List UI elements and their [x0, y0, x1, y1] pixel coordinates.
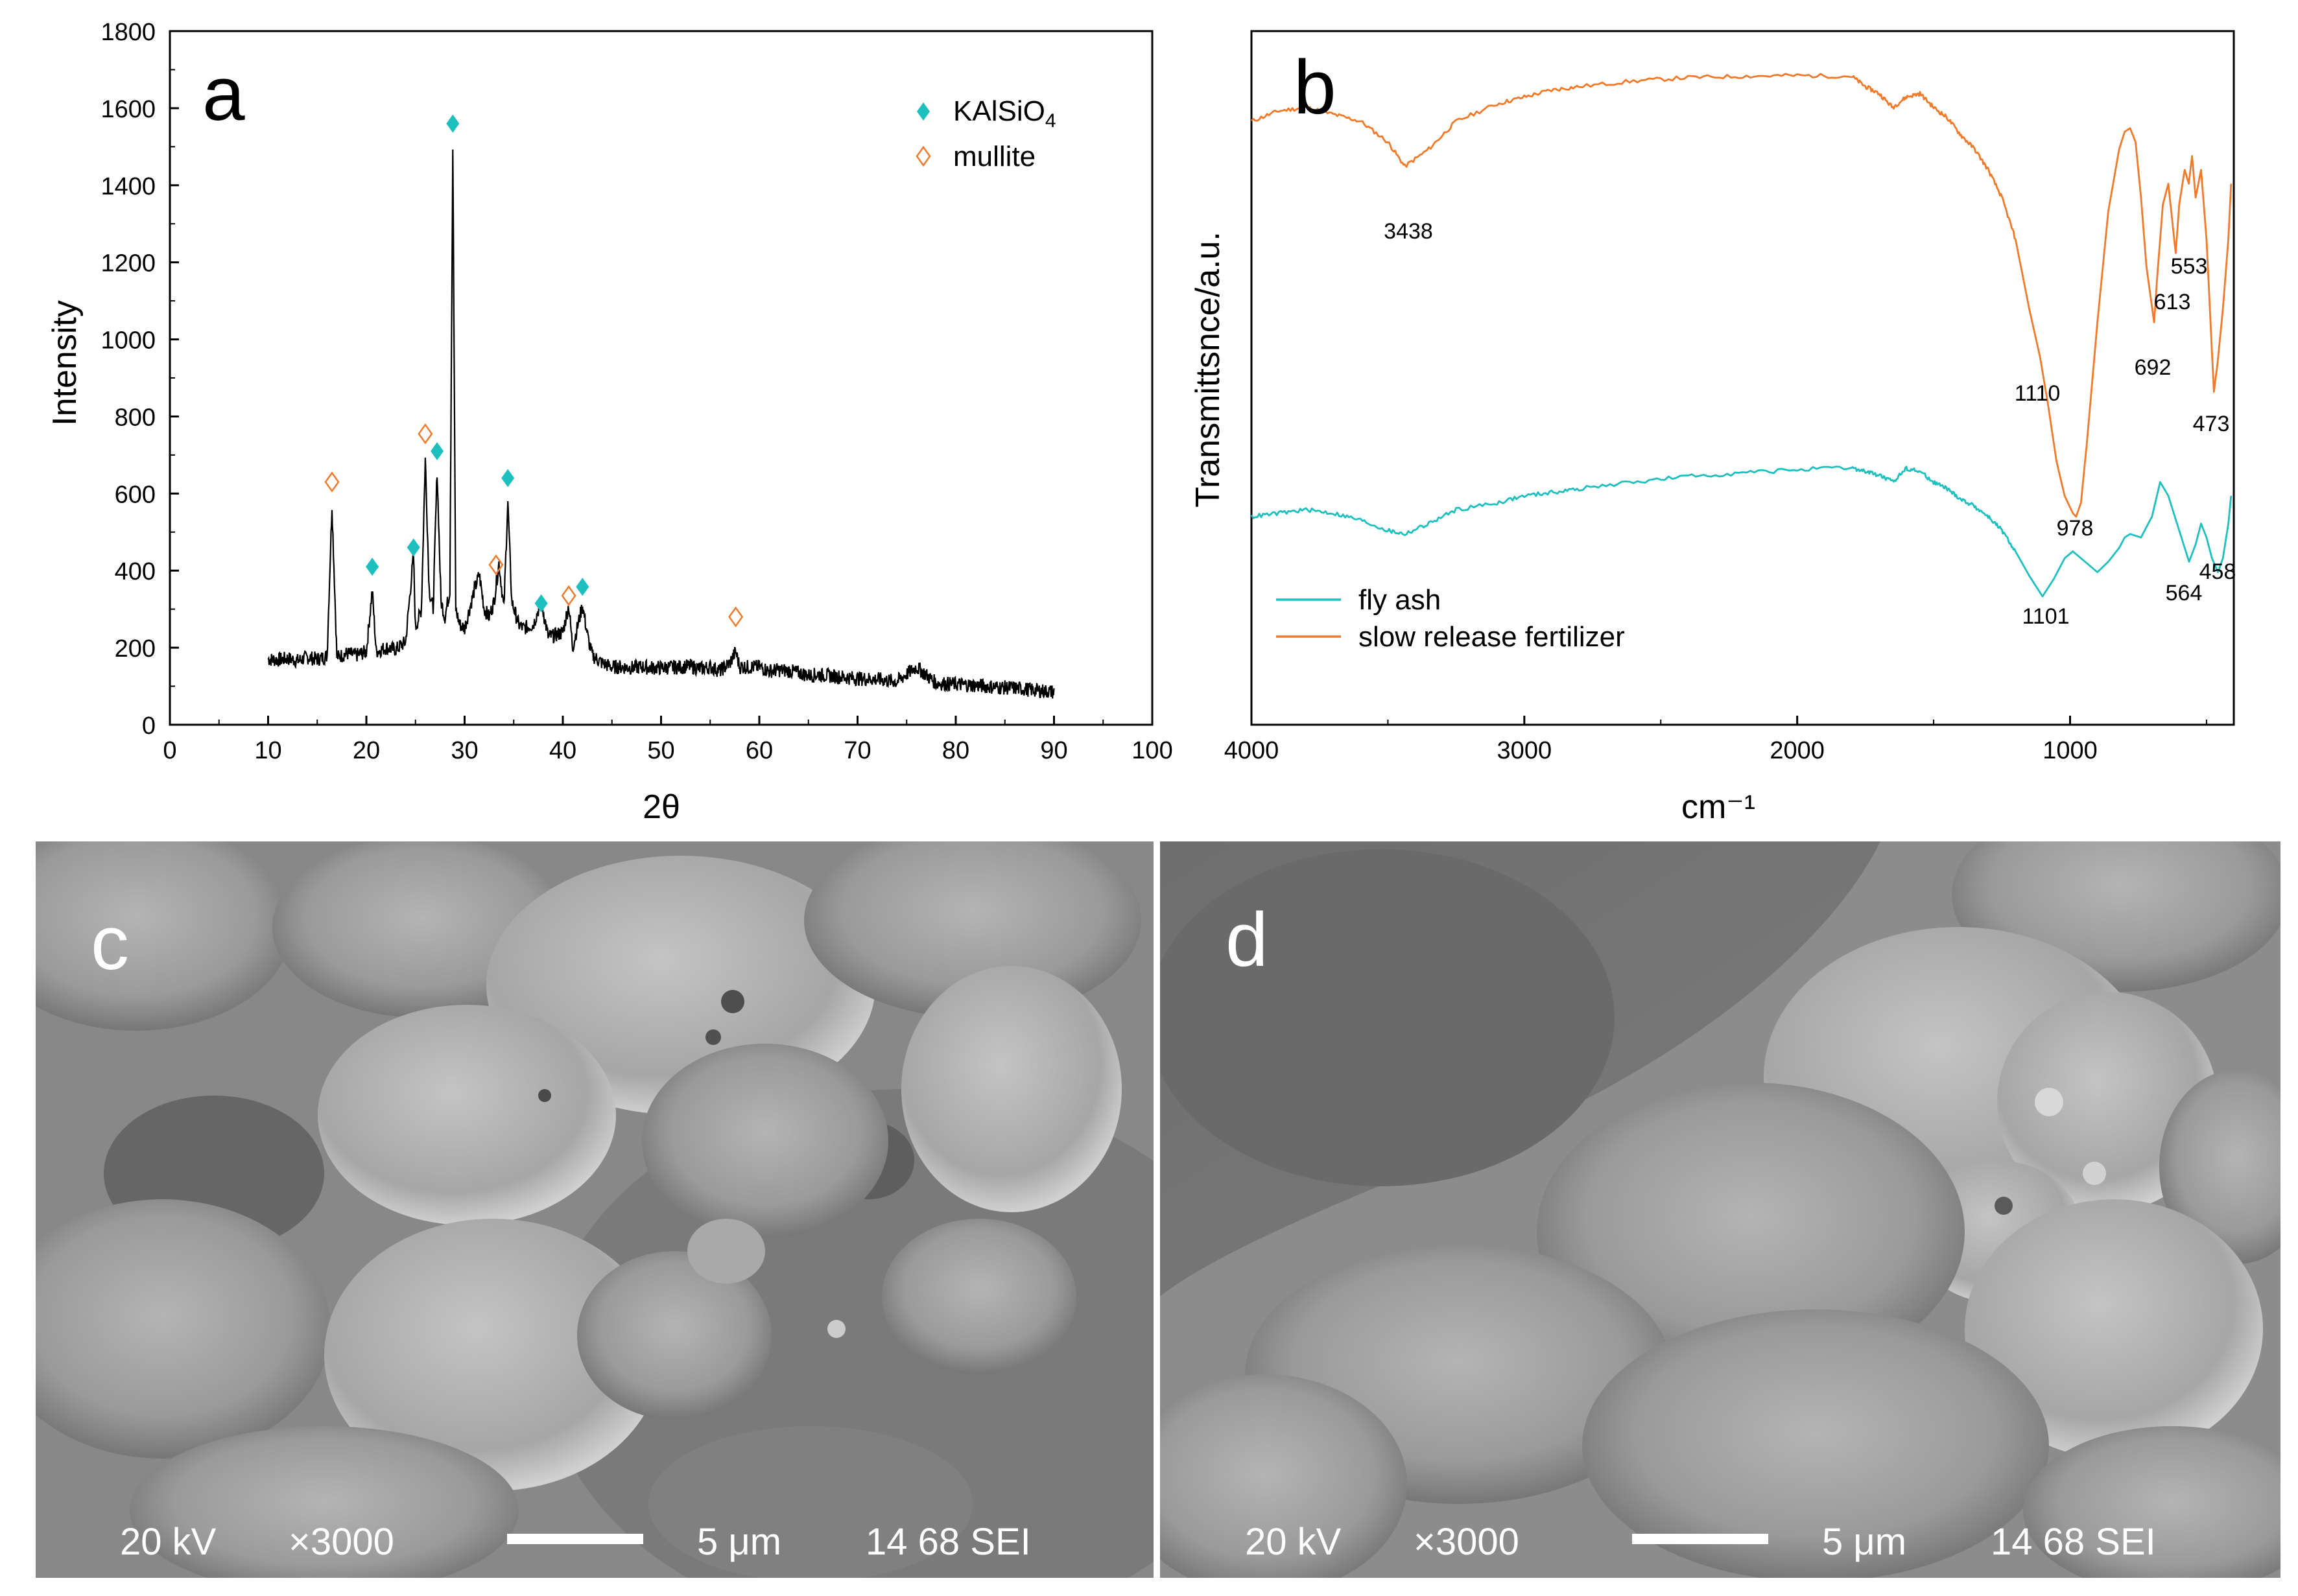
- ftir-x-tick-label: 1000: [2043, 737, 2098, 764]
- peak-label-564: 564: [2166, 581, 2203, 605]
- xrd-plot-frame: [169, 30, 1154, 726]
- panel-label-b: b: [1294, 45, 1336, 130]
- xrd-x-tick-label: 70: [844, 737, 871, 764]
- xrd-x-tick-label: 40: [549, 737, 576, 764]
- sem-c-voltage: 20 kV: [120, 1521, 217, 1563]
- peak-label-613: 613: [2154, 290, 2191, 314]
- ftir-series-line: [1251, 73, 2233, 518]
- ftir-peak-annotations: 3438 1110 978 692 613 553 473 1101 564 4…: [1384, 219, 2236, 629]
- ftir-series: [1250, 73, 2233, 598]
- kalsio4-peak-marker: [576, 578, 589, 596]
- sem-d-info-bar: 20 kV ×3000 5 μm 14 68 SEI: [1245, 1521, 2156, 1563]
- ftir-legend: fly ash slow release fertilizer: [1276, 584, 1625, 653]
- xrd-x-tick-label: 0: [163, 737, 176, 764]
- kalsio4-peak-marker: [366, 557, 379, 576]
- peak-label-692: 692: [2135, 355, 2172, 380]
- kalsio4-peak-marker: [431, 441, 444, 460]
- xrd-y-tick-label: 200: [115, 635, 156, 663]
- xrd-y-tick-label: 600: [115, 481, 156, 508]
- xrd-series: [267, 149, 1055, 699]
- xrd-y-tick-label: 1600: [101, 96, 156, 123]
- kalsio4-peak-marker: [446, 114, 460, 133]
- sem-image-c: c 20 kV ×3000 5 μm 14 68 SEI: [36, 841, 1154, 1578]
- legend-mullite-marker: [916, 145, 931, 167]
- xrd-chart: 0 200 400 600 800 1000 1200 1400 1600 1800 0 10 20 3…: [46, 19, 1173, 826]
- xrd-y-tick-label: 1800: [101, 19, 156, 46]
- xrd-y-axis-label: Intensity: [46, 300, 84, 426]
- legend-fertilizer-label: slow release fertilizer: [1358, 621, 1625, 653]
- peak-label-553: 553: [2171, 254, 2208, 279]
- ftir-x-tick-label: 2000: [1770, 737, 1825, 764]
- peak-label-978: 978: [2057, 516, 2094, 541]
- xrd-series-line: [267, 149, 1055, 699]
- peak-label-473: 473: [2193, 412, 2230, 436]
- xrd-y-tick-label: 1400: [101, 173, 156, 200]
- panel-label-d: d: [1226, 897, 1268, 983]
- sem-d-code: 14 68 SEI: [1991, 1521, 2156, 1563]
- xrd-x-axis-label: 2θ: [643, 788, 680, 826]
- ftir-y-axis-label: Transmittsnce/a.u.: [1189, 231, 1227, 508]
- legend-mullite-label: mullite: [953, 141, 1036, 172]
- mullite-peak-marker: [728, 606, 744, 628]
- mullite-peak-marker: [418, 423, 433, 445]
- legend-kalsio4-label: KAlSiO4: [953, 95, 1056, 132]
- ftir-x-tick-label: 3000: [1497, 737, 1552, 764]
- sem-c-info-bar: 20 kV ×3000 5 μm 14 68 SEI: [120, 1521, 1031, 1563]
- xrd-x-tick-label: 30: [451, 737, 478, 764]
- xrd-y-axis: 0 200 400 600 800 1000 1200 1400 1600 1800: [101, 19, 179, 740]
- kalsio4-peak-marker: [407, 538, 420, 557]
- xrd-x-tick-label: 20: [353, 737, 380, 764]
- peak-label-1101: 1101: [2022, 604, 2069, 629]
- xrd-y-tick-label: 400: [115, 558, 156, 585]
- ftir-x-axis-label: cm⁻¹: [1681, 788, 1755, 826]
- ftir-x-tick-label: 4000: [1224, 737, 1279, 764]
- ftir-x-axis: 4000 3000 2000 1000: [1224, 716, 2207, 764]
- sem-d-scale-label: 5 μm: [1822, 1521, 1906, 1563]
- ftir-plot-frame: [1250, 30, 2235, 726]
- ftir-chart: 4000 3000 2000 1000 b cm⁻¹ Transmittsnce/a.…: [1189, 30, 2236, 826]
- xrd-y-tick-label: 0: [142, 712, 156, 740]
- mullite-peak-marker: [488, 554, 504, 576]
- xrd-x-tick-label: 50: [647, 737, 674, 764]
- xrd-y-tick-label: 1200: [101, 250, 156, 277]
- xrd-y-tick-label: 1000: [101, 327, 156, 355]
- sem-d-magnification: ×3000: [1414, 1521, 1519, 1563]
- xrd-x-axis: 0 10 20 30 40 50 60 70 80 90 100: [163, 716, 1173, 764]
- legend-kalsio4-marker: [917, 102, 930, 121]
- xrd-x-tick-label: 80: [942, 737, 969, 764]
- xrd-x-tick-label: 90: [1040, 737, 1067, 764]
- mullite-peak-marker: [561, 585, 576, 607]
- sem-image-d: d 20 kV ×3000 5 μm 14 68 SEI: [1160, 841, 2280, 1578]
- sem-d-scale-bar: [1632, 1534, 1768, 1544]
- xrd-y-tick-label: 800: [115, 404, 156, 431]
- mullite-peak-marker: [324, 471, 340, 493]
- peak-label-3438: 3438: [1384, 219, 1433, 244]
- peak-label-1110: 1110: [2015, 381, 2061, 406]
- panel-label-a: a: [202, 51, 245, 137]
- sem-c-scale-bar: [507, 1534, 643, 1544]
- kalsio4-peak-marker: [501, 469, 515, 487]
- sem-c-code: 14 68 SEI: [866, 1521, 1031, 1563]
- sem-d-voltage: 20 kV: [1245, 1521, 1342, 1563]
- ftir-series-line: [1250, 465, 2233, 598]
- xrd-x-tick-label: 60: [746, 737, 773, 764]
- peak-label-458: 458: [2199, 559, 2236, 584]
- xrd-x-tick-label: 10: [254, 737, 281, 764]
- xrd-x-tick-label: 100: [1131, 737, 1172, 764]
- sem-c-magnification: ×3000: [289, 1521, 394, 1563]
- panel-label-c: c: [91, 900, 129, 986]
- sem-c-scale-label: 5 μm: [697, 1521, 781, 1563]
- legend-fly-ash-label: fly ash: [1358, 584, 1441, 616]
- kalsio4-peak-marker: [534, 594, 548, 613]
- xrd-legend: KAlSiO4 mullite: [916, 95, 1056, 172]
- xrd-phase-markers: [324, 114, 744, 628]
